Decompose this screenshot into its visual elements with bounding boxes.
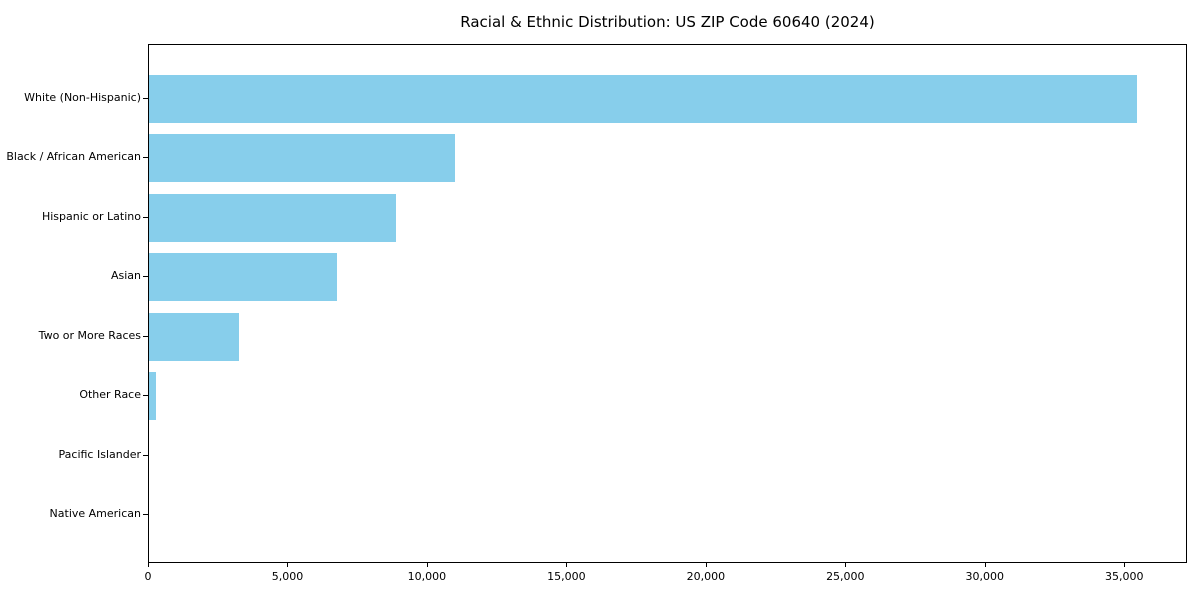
ytick-mark <box>143 395 148 396</box>
bar-asian <box>149 253 338 301</box>
xtick-mark <box>566 563 568 567</box>
xtick-mark <box>705 563 707 567</box>
xtick-label-10-000: 10,000 <box>407 570 447 583</box>
xtick-mark <box>984 563 986 567</box>
xtick-mark <box>845 563 847 567</box>
ytick-label-native-american: Native American <box>49 507 141 520</box>
xtick-mark <box>287 563 289 567</box>
ytick-label-pacific-islander: Pacific Islander <box>58 447 141 461</box>
bar-other-race <box>149 372 156 420</box>
ytick-label-other-race: Other Race <box>79 388 141 401</box>
xtick-mark <box>148 563 149 567</box>
ytick-label-asian: Asian <box>110 269 141 282</box>
xtick-label-20-000: 20,000 <box>686 570 726 583</box>
xtick-mark <box>1124 563 1126 567</box>
bar-black-african-american <box>149 134 455 182</box>
ytick-label-black-african-american: Black / African American <box>6 150 141 163</box>
xtick-mark <box>426 563 428 567</box>
xtick-label-35-000: 35,000 <box>1104 570 1144 583</box>
xtick-label-15-000: 15,000 <box>547 570 586 583</box>
ytick-label-two-or-more-races: Two or More Races <box>38 328 141 342</box>
xtick-label-0: 0 <box>144 570 152 583</box>
xtick-label-30-000: 30,000 <box>965 570 1005 583</box>
xtick-label-25-000: 25,000 <box>826 570 865 583</box>
ytick-mark <box>143 514 148 515</box>
ytick-mark <box>143 276 148 277</box>
ytick-mark <box>143 216 148 218</box>
chart-title: Racial & Ethnic Distribution: US ZIP Cod… <box>460 13 875 31</box>
ytick-mark <box>143 335 148 337</box>
bar-two-or-more-races <box>149 312 240 361</box>
ytick-label-hispanic-or-latino: Hispanic or Latino <box>41 209 141 223</box>
ytick-mark <box>143 157 148 158</box>
bar-hispanic-or-latino <box>149 193 396 242</box>
xtick-label-5-000: 5,000 <box>271 570 304 583</box>
ytick-mark <box>143 454 148 456</box>
bar-white-non-hispanic <box>149 74 1138 123</box>
plot-area <box>148 44 1187 563</box>
ytick-mark <box>143 97 148 99</box>
ytick-label-white-non-hispanic: White (Non-Hispanic) <box>24 90 141 104</box>
